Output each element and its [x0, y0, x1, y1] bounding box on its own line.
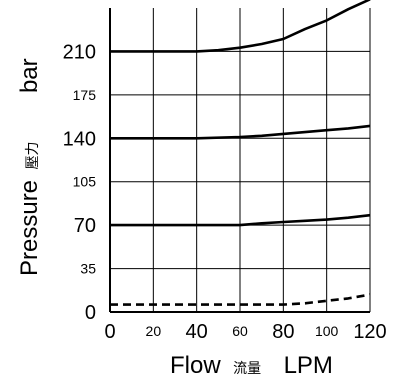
x-tick-label-20: 20 [146, 323, 162, 339]
y-tick-label-35: 35 [80, 261, 96, 277]
tick-label-layer: 0 20 40 60 80 100 120 0 35 70 105 140 175 210 [63, 41, 387, 343]
series-line-2 [110, 124, 371, 140]
x-tick-label-80: 80 [272, 321, 294, 343]
y-axis-title-unit: bar [16, 58, 43, 93]
y-tick-label-210: 210 [63, 41, 96, 63]
y-tick-label-70: 70 [74, 215, 96, 237]
x-tick-label-60: 60 [232, 323, 248, 339]
series-line-1 [110, 0, 371, 53]
grid-layer [109, 8, 371, 313]
series-line-4 [110, 293, 371, 306]
y-tick-label-0: 0 [85, 302, 96, 324]
y-tick-label-140: 140 [63, 128, 96, 150]
y-tick-label-105: 105 [73, 174, 97, 190]
x-axis-title-unit: LPM [284, 352, 333, 379]
x-axis-title-cjk: 流量 [233, 360, 261, 376]
x-tick-label-40: 40 [186, 321, 208, 343]
y-axis-title-en: Pressure [16, 180, 43, 276]
series-layer [110, 0, 371, 306]
x-tick-label-100: 100 [315, 323, 339, 339]
x-axis-title-en: Flow [170, 352, 221, 379]
x-tick-label-0: 0 [104, 321, 115, 343]
y-tick-label-175: 175 [73, 87, 97, 103]
series-line-3 [110, 213, 371, 227]
x-axis-title: Flow 流量 LPM [170, 352, 333, 379]
y-axis-title: Pressure 壓力 bar [16, 58, 43, 276]
y-axis-title-cjk: 壓力 [24, 142, 40, 170]
x-tick-label-120: 120 [353, 321, 386, 343]
